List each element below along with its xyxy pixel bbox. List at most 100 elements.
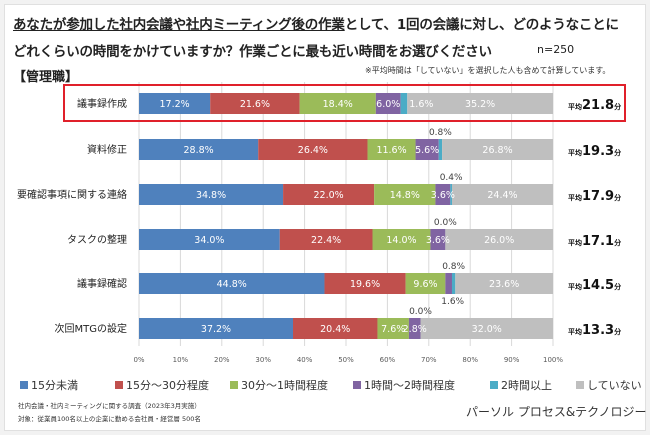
legend-label: 15分～30分程度 (126, 379, 209, 392)
data-label: 0.0% (434, 218, 457, 228)
average-label: 平均19.3分 (568, 144, 621, 159)
x-tick-label: 30% (255, 356, 271, 364)
bar-segment (367, 139, 416, 160)
bar-segment (435, 184, 451, 205)
chart-title-underlined: あなたが参加した社内会議や社内ミーティング後の作業 (13, 17, 345, 33)
category-label: 議事録作成 (77, 97, 127, 110)
legend-label: 30分～1時間程度 (241, 379, 328, 392)
average-note: ※平均時間は「していない」を選択した人も含めて計算しています。 (365, 66, 611, 75)
data-label: 22.0% (314, 190, 344, 201)
chart-card (4, 4, 646, 431)
legend-item: 15分～30分程度 (115, 377, 209, 393)
bar-segment (400, 93, 408, 114)
highlight-box (63, 84, 626, 122)
legend-item: 2時間以上 (490, 377, 552, 393)
legend-swatch (20, 381, 28, 389)
data-label: 35.2% (465, 99, 495, 110)
data-label: 0.8% (442, 262, 465, 272)
x-tick-label: 70% (421, 356, 437, 364)
bar-segment (451, 184, 553, 205)
category-label: 議事録確認 (77, 277, 127, 290)
data-label: 21.6% (240, 99, 270, 110)
bar-segment (210, 93, 300, 114)
bar-segment (372, 229, 431, 250)
x-tick-labels: 0% 10% 20% 30% 40% 50% 60% 70% 80% 90% 100% (133, 356, 563, 364)
average-label: 平均13.3分 (568, 323, 621, 338)
chart-title-rest: として、1回の会議に対し、どのようなことに (344, 17, 619, 33)
legend-item: 15分未満 (20, 377, 78, 393)
data-label: 18.4% (323, 99, 353, 110)
bar-segment (139, 139, 259, 160)
data-label: 26.8% (482, 145, 512, 156)
legend-item: 30分～1時間程度 (230, 377, 328, 393)
sample-size: n=250 (537, 43, 575, 56)
data-label: 32.0% (472, 324, 502, 335)
data-label: 1.6% (441, 297, 464, 307)
average-label: 平均17.9分 (568, 189, 621, 204)
bar-segment (293, 318, 378, 339)
legend-swatch (115, 381, 123, 389)
bar-segment (455, 273, 553, 294)
x-tick-label: 100% (543, 356, 563, 364)
data-label: 34.8% (196, 190, 226, 201)
x-tick-label: 20% (214, 356, 230, 364)
bar-segment (445, 229, 553, 250)
data-label: 26.0% (484, 235, 514, 246)
bar-segment (279, 229, 373, 250)
x-tick-label: 90% (504, 356, 520, 364)
category-label: 次回MTGの設定 (55, 322, 128, 335)
bar-segment (324, 273, 406, 294)
category-label: 要確認事項に関する連絡 (17, 188, 127, 201)
data-labels: 17.2% 21.6% 18.4% 6.0% 1.6% 35.2% 28.8% 26.4% 11… (160, 99, 520, 335)
bar-segment (139, 318, 294, 339)
data-label: 3.6% (426, 235, 450, 246)
data-label: 0.4% (440, 173, 463, 183)
data-label: 6.0% (376, 99, 400, 110)
survey-source: 社内会議・社内ミーティングに関する調査（2023年3月実施） (18, 402, 201, 410)
bar-segment (139, 273, 325, 294)
x-tick-label: 50% (338, 356, 354, 364)
data-label: 0.8% (429, 128, 452, 138)
legend-label: 2時間以上 (501, 379, 552, 392)
data-label: 7.6% (381, 324, 405, 335)
bar-segment (438, 139, 443, 160)
bar-segment (139, 184, 284, 205)
data-label: 23.6% (489, 279, 519, 290)
data-label: 17.2% (160, 99, 190, 110)
bar-segment (415, 139, 439, 160)
data-label: 34.0% (194, 235, 224, 246)
bar-segment (377, 318, 409, 339)
category-label: タスクの整理 (67, 233, 127, 246)
data-label: 1.6% (409, 99, 433, 110)
average-label: 平均17.1分 (568, 234, 621, 249)
x-tick-label: 40% (297, 356, 313, 364)
gridlines (138, 82, 554, 346)
bar-segment (445, 273, 452, 294)
data-label: 28.8% (184, 145, 214, 156)
data-label: 0.0% (409, 307, 432, 317)
bar-segment (420, 318, 553, 339)
data-label: 44.8% (217, 279, 247, 290)
average-label: 平均21.8分 (568, 98, 621, 113)
data-label: 2.8% (403, 324, 427, 335)
x-tick-label: 10% (173, 356, 189, 364)
data-label: 9.6% (413, 279, 437, 290)
legend-item: 1時間～2時間程度 (353, 377, 455, 393)
average-labels: 平均21.8分平均19.3分平均17.9分平均17.1分平均14.5分平均13.… (568, 98, 621, 338)
data-label: 14.0% (386, 235, 416, 246)
chart-title-line2: どれくらいの時間をかけていますか？作業ごとに最も近い時間をお選びください (13, 44, 492, 60)
bar-segment (405, 273, 446, 294)
average-label: 平均14.5分 (568, 278, 621, 293)
legend-label: 15分未満 (31, 379, 78, 392)
legend-swatch (490, 381, 498, 389)
legend-swatch (230, 381, 238, 389)
bar-segment (450, 184, 452, 205)
legend-label: 1時間～2時間程度 (364, 379, 455, 392)
data-label: 22.4% (311, 235, 341, 246)
data-label: 11.6% (376, 145, 406, 156)
bar-segment (283, 184, 375, 205)
data-label: 5.6% (415, 145, 439, 156)
legend-label: していない (587, 379, 642, 392)
survey-target: 対象：従業員100名以上の企業に勤める会社員・経営層 500名 (18, 415, 201, 423)
